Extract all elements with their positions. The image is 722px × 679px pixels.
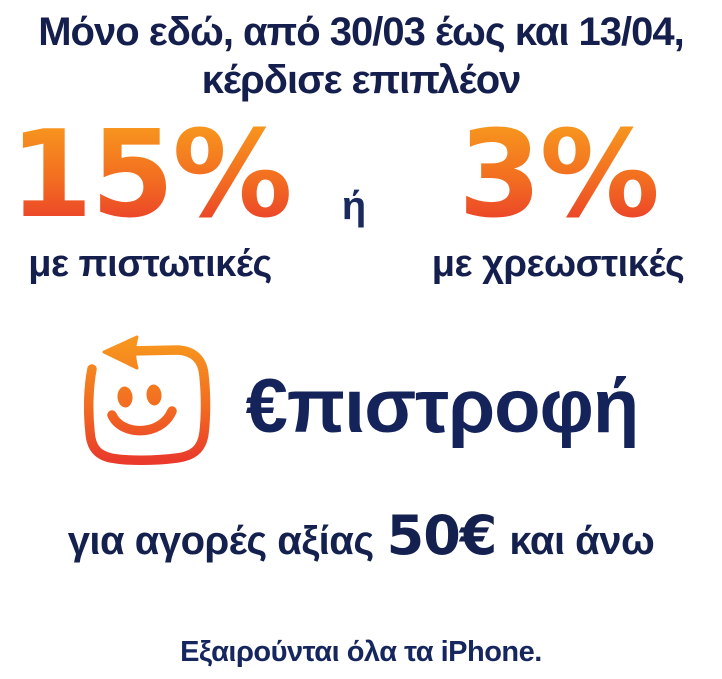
credit-percent-value: 15% [9, 106, 292, 245]
promo-header: Μόνο εδώ, από 30/03 έως και 13/04, κέρδι… [0, 0, 722, 104]
debit-offer-label: με χρεωστικές [431, 243, 685, 285]
brand-name: €πιστροφή [245, 364, 640, 449]
credit-offer: 15% με πιστωτικές [0, 116, 300, 287]
debit-percent-value: 3% [458, 106, 660, 245]
condition-suffix: και άνω [509, 519, 655, 563]
condition-prefix: για αγορές αξίας [67, 519, 374, 563]
return-arrow-smiley-icon [83, 335, 216, 467]
promo-header-line-2: κέρδισε επιπλέον [201, 58, 522, 102]
promo-header-line-1: Μόνο εδώ, από 30/03 έως και 13/04, [38, 10, 685, 54]
brand-logo: €πιστροφή [0, 335, 722, 467]
debit-offer: 3% με χρεωστικές [408, 116, 708, 287]
offers-row: 15% με πιστωτικές ή 3% με χρεωστικές [0, 116, 722, 287]
credit-offer-label: με πιστωτικές [28, 243, 272, 285]
condition-line: για αγορές αξίας 50€ και άνω [0, 509, 722, 563]
offer-separator: ή [341, 184, 367, 228]
disclaimer-text: Εξαιρούνται όλα τα iPhone. [180, 636, 542, 668]
condition-amount: 50€ [386, 504, 498, 567]
